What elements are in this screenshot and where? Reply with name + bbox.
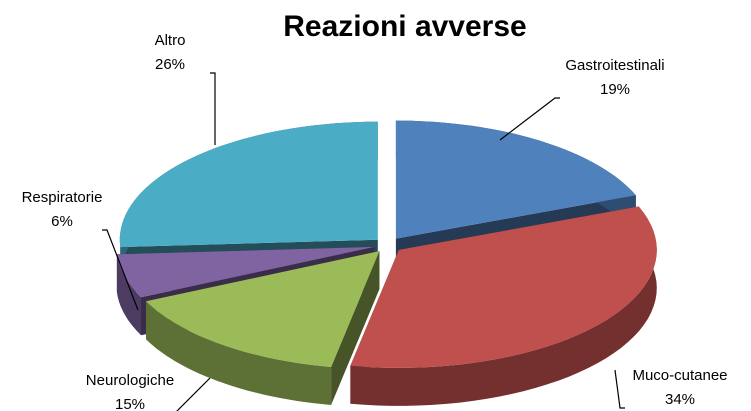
value-label: 6% (51, 213, 73, 230)
category-label: Muco-cutanee (632, 367, 727, 384)
pie-slice (116, 246, 375, 298)
category-label: Neurologiche (86, 372, 174, 389)
value-label: 15% (115, 396, 145, 411)
category-label: Gastroitestinali (565, 57, 664, 74)
pie-slice (146, 251, 380, 367)
chart-title: Reazioni avverse (283, 10, 526, 43)
pie-slice (119, 121, 378, 248)
value-label: 34% (665, 391, 695, 408)
leader-line (210, 72, 216, 145)
pie-slice (395, 120, 636, 239)
leader-line (176, 377, 211, 411)
category-label: Respiratorie (22, 189, 103, 206)
slice-side (350, 206, 657, 406)
value-label: 19% (600, 81, 630, 98)
leader-line (102, 229, 139, 311)
leader-line (499, 97, 560, 141)
pie-slice (350, 206, 657, 368)
leader-line (614, 369, 625, 409)
slice-side (146, 301, 332, 405)
value-label: 26% (155, 56, 185, 73)
slice-side (116, 254, 141, 336)
category-label: Altro (155, 32, 186, 49)
